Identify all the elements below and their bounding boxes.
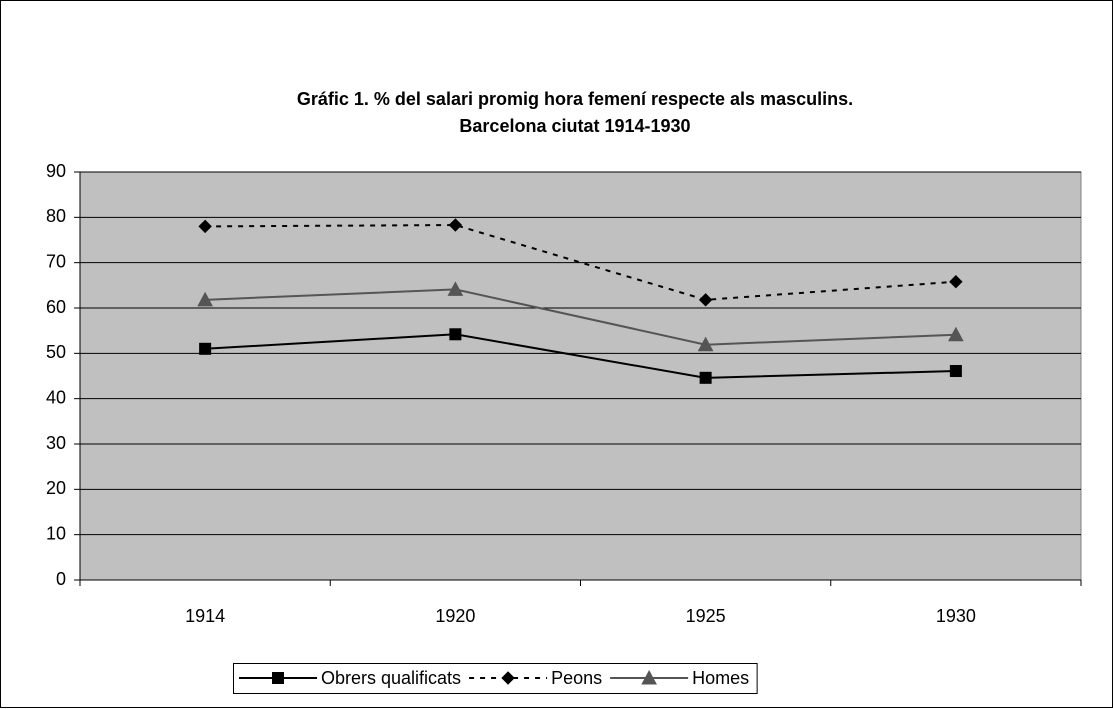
legend-marker	[501, 671, 515, 685]
y-tick-label: 30	[46, 433, 66, 453]
x-tick-label: 1920	[435, 606, 475, 626]
data-point	[447, 281, 464, 296]
data-point	[448, 218, 463, 232]
series-line	[205, 288, 956, 346]
data-point	[697, 336, 714, 352]
data-point	[698, 293, 713, 307]
legend-label: Obrers qualificats	[321, 668, 461, 688]
y-tick-label: 40	[46, 387, 66, 407]
chart-title: Gráfic 1. % del salari promig hora femen…	[297, 89, 853, 109]
y-tick-label: 20	[46, 478, 66, 498]
x-tick-label: 1930	[936, 606, 976, 626]
data-point	[949, 274, 963, 289]
plot-area	[79, 171, 1082, 581]
series-line	[205, 333, 956, 379]
series-line	[205, 224, 956, 301]
legend-label: Peons	[551, 668, 602, 688]
y-tick-label: 50	[46, 342, 66, 362]
chart-title: Barcelona ciutat 1914-1930	[459, 116, 690, 136]
legend-label: Homes	[692, 668, 749, 688]
data-point	[948, 326, 964, 342]
data-point	[199, 342, 212, 355]
legend-marker	[641, 669, 657, 685]
x-tick-label: 1925	[686, 606, 726, 626]
x-tick-label: 1914	[185, 606, 225, 626]
legend-marker	[272, 672, 284, 684]
y-tick-label: 70	[46, 251, 66, 271]
y-tick-label: 60	[46, 297, 66, 317]
y-tick-label: 10	[46, 523, 66, 543]
y-tick-label: 0	[56, 569, 66, 589]
data-point	[699, 371, 712, 384]
data-point	[949, 365, 962, 378]
y-tick-label: 90	[46, 161, 66, 181]
data-point	[449, 328, 462, 341]
y-tick-label: 80	[46, 206, 66, 226]
data-point	[197, 291, 213, 307]
data-point	[198, 219, 212, 234]
